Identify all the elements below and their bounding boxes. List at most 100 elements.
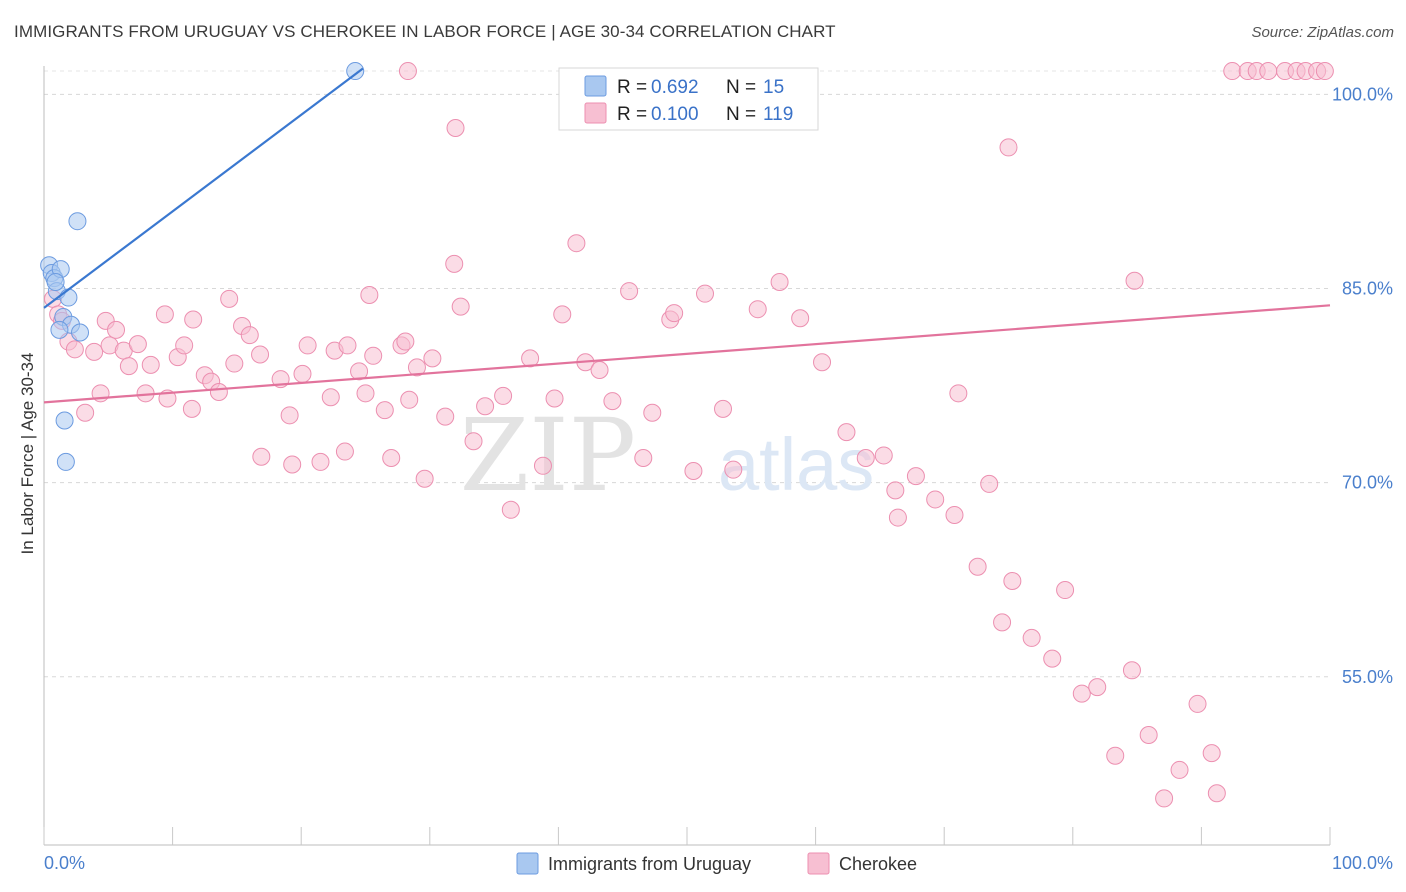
tick-labels: 55.0% 70.0% 85.0% 100.0% 0.0% 100.0% In Labor … (18, 84, 1393, 873)
data-point (590, 361, 609, 380)
data-point (209, 383, 228, 402)
trend-line (43, 67, 364, 309)
legend-n-label: N = (726, 77, 756, 98)
data-point (714, 399, 733, 418)
data-point (293, 364, 312, 383)
data-point (968, 557, 987, 576)
data-point (1003, 571, 1022, 590)
data-point (1106, 746, 1125, 765)
data-point (999, 138, 1018, 157)
data-point (1088, 678, 1107, 697)
data-point (533, 456, 552, 475)
y-tick-label: 70.0% (1342, 473, 1393, 493)
data-point (1202, 744, 1221, 763)
data-point (926, 490, 945, 509)
data-point (1223, 62, 1242, 81)
axes (43, 66, 1331, 846)
data-point (1188, 694, 1207, 713)
data-point (225, 354, 244, 373)
y-axis-title: In Labor Force | Age 30-34 (18, 353, 37, 555)
data-point (423, 349, 442, 368)
data-point (240, 326, 259, 345)
legend-n-value: 119 (763, 104, 793, 125)
y-tick-label: 55.0% (1342, 667, 1393, 687)
legend-r-label: R = (617, 77, 647, 98)
data-point (298, 336, 317, 355)
data-point (415, 469, 434, 488)
data-point (356, 384, 375, 403)
legend-swatch (584, 102, 607, 124)
data-point (321, 388, 340, 407)
data-point (791, 309, 810, 328)
data-point (1155, 789, 1174, 808)
data-point (182, 399, 201, 418)
data-point (335, 442, 354, 461)
data-point (1315, 62, 1334, 81)
data-point (55, 411, 74, 430)
data-point (396, 332, 415, 351)
data-point (407, 358, 426, 377)
data-point (398, 62, 417, 81)
data-point (1056, 581, 1075, 600)
data-point (521, 349, 540, 368)
data-point (400, 390, 419, 409)
series-legend: Immigrants from Uruguay Cherokee (516, 852, 917, 875)
data-point (684, 461, 703, 480)
data-point (856, 449, 875, 468)
data-point (906, 467, 925, 486)
data-point (346, 62, 365, 81)
watermark: ZIP atlas (460, 397, 875, 514)
data-point (1022, 628, 1041, 647)
data-point (46, 273, 65, 292)
series-legend-label: Immigrants from Uruguay (548, 854, 751, 874)
data-point (1043, 649, 1062, 668)
data-point (350, 362, 369, 381)
data-point (382, 449, 401, 468)
legend-r-label: R = (617, 104, 647, 125)
data-point (1122, 661, 1141, 680)
data-point (252, 447, 271, 466)
data-point (107, 320, 126, 339)
legend-r-value: 0.692 (651, 77, 699, 98)
series-legend-swatch (807, 852, 830, 875)
data-point (993, 613, 1012, 632)
data-point (1259, 62, 1278, 81)
data-point (175, 336, 194, 355)
watermark-zip: ZIP (460, 397, 636, 514)
y-tick-label: 85.0% (1342, 278, 1393, 298)
data-point (364, 346, 383, 365)
data-point (50, 320, 69, 339)
legend-n-value: 15 (763, 77, 784, 98)
legend-swatch (584, 75, 607, 97)
data-point (813, 353, 832, 372)
data-point (436, 407, 455, 426)
data-point (360, 285, 379, 304)
series-legend-label: Cherokee (839, 854, 917, 874)
data-point (71, 323, 90, 342)
data-point (945, 505, 964, 524)
data-point (494, 386, 513, 405)
data-point (1139, 725, 1158, 744)
x-tick-label-max: 100.0% (1332, 853, 1393, 873)
source-label: Source: ZipAtlas.com (1251, 24, 1394, 41)
data-point (724, 460, 743, 479)
data-point (119, 357, 138, 376)
data-point (76, 403, 95, 422)
data-point (184, 310, 203, 329)
data-point (476, 397, 495, 416)
data-point (837, 423, 856, 442)
data-point (68, 212, 87, 231)
data-point (451, 297, 470, 316)
data-point (220, 289, 239, 308)
legend: R = 0.692 N = 15 R = 0.100 N = 119 (558, 67, 819, 131)
data-point (155, 305, 174, 324)
data-point (56, 452, 75, 471)
data-point (445, 254, 464, 273)
data-point (770, 273, 789, 292)
data-point (620, 282, 639, 301)
data-point (949, 384, 968, 403)
data-points (40, 62, 1334, 808)
data-point (338, 336, 357, 355)
data-point (251, 345, 270, 364)
